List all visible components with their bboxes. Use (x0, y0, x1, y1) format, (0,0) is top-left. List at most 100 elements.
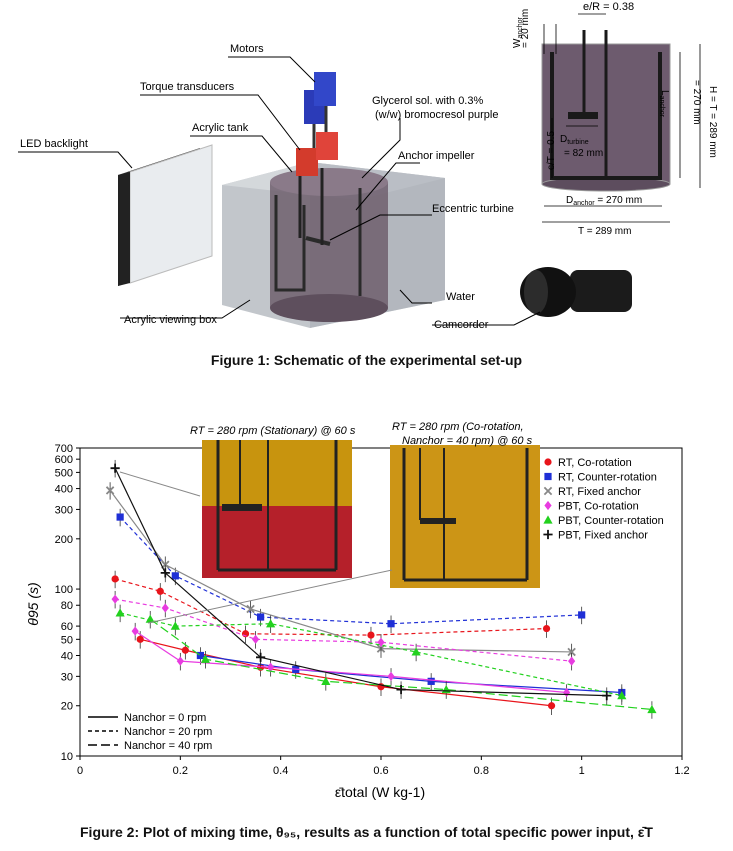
line-style-key: Nanchor = 0 rpm Nanchor = 20 rpm Nanchor =… (88, 712, 212, 752)
data-point (161, 603, 169, 613)
inset-photo-co-rotation (390, 445, 540, 588)
y-tick-label: 80 (61, 600, 73, 612)
legend-label: RT, Co-rotation (558, 457, 632, 469)
data-point (170, 621, 180, 630)
data-point (131, 626, 139, 636)
data-point (367, 631, 375, 639)
y-tick-label: 300 (55, 504, 73, 516)
legend-label: RT, Counter-rotation (558, 472, 657, 484)
data-point (321, 676, 331, 685)
dim-H: H = T = 289 mm (707, 86, 718, 158)
data-point (542, 624, 551, 633)
x-tick-label: 1.2 (674, 765, 689, 777)
x-axis-ticks: 0 0.2 0.4 0.6 0.8 1 1.2 (77, 756, 690, 777)
label-camcorder: Camcorder (434, 319, 489, 331)
data-point (105, 486, 115, 495)
y-tick-label: 50 (61, 634, 73, 646)
legend-marker (544, 500, 552, 511)
x-tick-label: 0.2 (173, 765, 188, 777)
label-glycerol-line2: (w/w) bromocresol purple (375, 109, 498, 121)
series-2 (105, 482, 576, 662)
y-tick-label: 500 (55, 467, 73, 479)
data-point (617, 691, 627, 700)
x-tick-label: 0.6 (373, 765, 388, 777)
figure1-caption: Figure 1: Schematic of the experimental … (210, 352, 523, 368)
data-point (568, 656, 576, 666)
tank-dimension-drawing (541, 30, 671, 192)
dim-d-turbine: Dturbine (560, 134, 589, 146)
data-point (377, 637, 385, 647)
data-point (387, 671, 395, 681)
series-line (119, 612, 622, 697)
y-tick-label: 600 (55, 454, 73, 466)
y-tick-label: 40 (61, 650, 73, 662)
label-glycerol-line1: Glycerol sol. with 0.3% (372, 95, 483, 107)
data-point (256, 652, 266, 662)
data-point (116, 513, 124, 521)
legend-marker (543, 515, 553, 524)
label-led-backlight: LED backlight (20, 138, 88, 150)
series-line (200, 654, 622, 694)
data-point (647, 704, 657, 714)
y-tick-label: 100 (55, 584, 73, 596)
y-tick-label: 60 (61, 621, 73, 633)
data-point (136, 635, 144, 643)
inset-title-right-1: RT = 280 rpm (Co-rotation, (392, 421, 524, 433)
y-tick-label: 30 (61, 671, 73, 683)
data-point (578, 611, 586, 619)
y-tick-label: 400 (55, 484, 73, 496)
dim-l-anchor: Lanchor (658, 90, 670, 118)
legend-label: RT, Fixed anchor (558, 486, 641, 498)
dimension-lines (542, 13, 701, 223)
label-acrylic-tank: Acrylic tank (192, 122, 249, 134)
inset-pointer-right (147, 569, 393, 624)
motors-assembly (296, 72, 338, 176)
data-point (441, 684, 451, 694)
legend-label: PBT, Counter-rotation (558, 515, 664, 527)
dim-cT: c/T = 0.5 (546, 131, 557, 170)
legend-label: PBT, Co-rotation (558, 501, 639, 513)
legend-marker (544, 458, 552, 466)
series-3 (111, 590, 576, 702)
data-point (411, 647, 421, 656)
dim-d-turbine-value: = 82 mm (564, 148, 603, 159)
legend-marker (544, 472, 552, 481)
camcorder-icon (520, 267, 632, 317)
data-point (266, 619, 276, 628)
line-key-label: Nanchor = 20 rpm (124, 726, 212, 738)
data-point (257, 613, 265, 621)
label-eccentric-turbine: Eccentric turbine (432, 203, 514, 215)
data-point (267, 662, 275, 672)
data-point (181, 646, 189, 654)
label-anchor-impeller: Anchor impeller (398, 150, 475, 162)
data-point (196, 651, 204, 660)
dim-T: T = 289 mm (578, 226, 631, 237)
dim-l-anchor-value: = 270 mm (691, 80, 702, 125)
y-tick-label: 20 (61, 701, 73, 713)
dim-w-anchor-value: = 20 mm (520, 9, 531, 48)
dim-w-anchor: Wanchor (512, 16, 524, 48)
x-tick-label: 0.8 (474, 765, 489, 777)
series-4 (115, 604, 657, 719)
acrylic-tank (270, 168, 388, 322)
data-point (111, 575, 119, 583)
label-motors: Motors (230, 43, 264, 55)
data-point (160, 568, 170, 578)
data-point (145, 614, 155, 623)
data-point (115, 608, 125, 617)
series-1 (116, 508, 626, 702)
led-backlight-panel (118, 144, 213, 286)
data-point (567, 647, 576, 657)
line-key-label: Nanchor = 0 rpm (124, 712, 206, 724)
series-layer (105, 459, 657, 719)
data-point (156, 587, 164, 595)
data-point (427, 677, 435, 685)
callout-leaders (18, 56, 541, 326)
legend-label: PBT, Fixed anchor (558, 530, 648, 542)
series-5 (110, 459, 612, 705)
data-point (396, 684, 406, 695)
setup-schematic: LED backlight Motors Torque transducers … (18, 1, 718, 331)
y-tick-label: 10 (61, 751, 73, 763)
